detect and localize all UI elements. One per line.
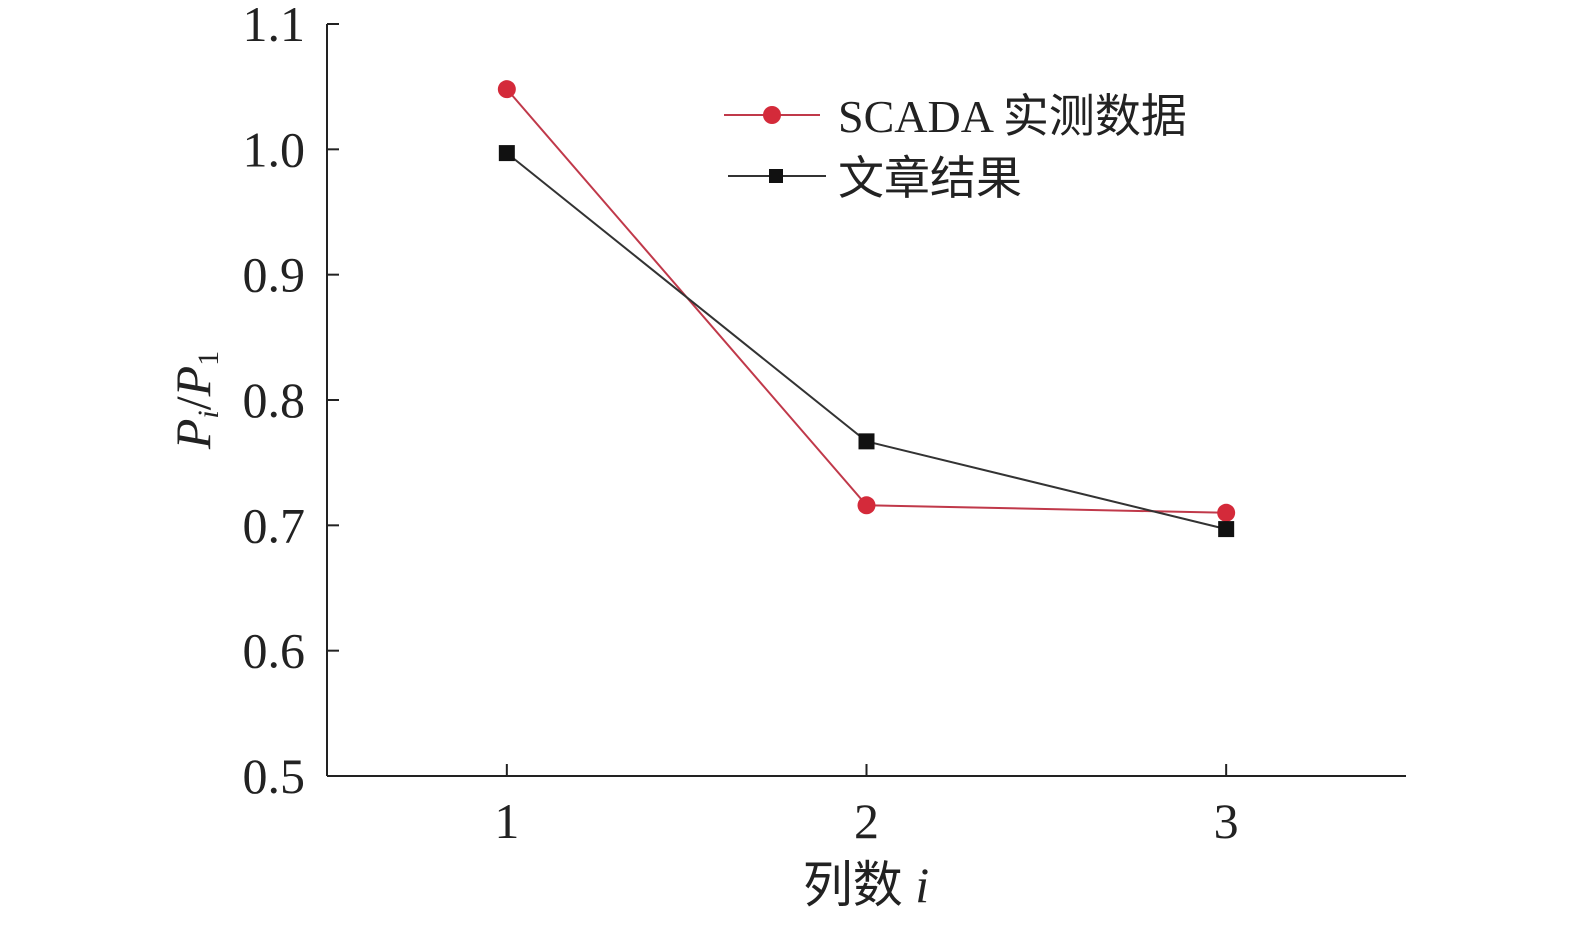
series-1-point-1 <box>858 433 875 450</box>
series-1-point-0 <box>498 145 515 162</box>
y-axis-title-sub-i: i <box>192 410 225 418</box>
x-tick-label-1: 2 <box>854 793 879 849</box>
x-axis-title-text: 列数 <box>803 857 916 913</box>
x-tick-label-0: 1 <box>494 793 519 849</box>
y-axis-title-p: P <box>165 419 221 451</box>
plot-area: 0.5 0.6 0.7 0.8 0.9 1.0 1.1 1 2 3 <box>243 0 1406 849</box>
y-tick-label-2: 0.7 <box>243 497 306 553</box>
series-0-point-2 <box>1217 503 1236 522</box>
series-0-point-0 <box>497 80 516 99</box>
y-tick-label-5: 1.0 <box>243 121 306 177</box>
legend-entry-scada: SCADA 实测数据 <box>724 91 1187 142</box>
legend-marker-article <box>769 169 783 183</box>
y-axis-title: Pi/P1 <box>165 351 225 450</box>
x-tick-label-2: 3 <box>1214 793 1239 849</box>
y-axis-title-slash: / <box>165 396 221 410</box>
x-axis-title-var: i <box>915 857 929 913</box>
y-tick-label-0: 0.5 <box>243 748 306 804</box>
legend-label-scada: SCADA 实测数据 <box>838 91 1187 142</box>
legend-label-article: 文章结果 <box>838 153 1022 204</box>
series-1-point-2 <box>1218 521 1235 538</box>
y-axis-title-p2: P <box>165 366 221 398</box>
y-tick-label-3: 0.8 <box>243 372 306 428</box>
y-tick-label-4: 0.9 <box>243 247 306 303</box>
series-0-point-1 <box>857 496 876 515</box>
legend: SCADA 实测数据 文章结果 <box>724 91 1187 204</box>
y-tick-label-6: 1.1 <box>243 0 306 52</box>
y-axis-title-sub-1: 1 <box>192 351 225 366</box>
legend-entry-article: 文章结果 <box>728 153 1022 204</box>
series-line-1 <box>506 152 1227 531</box>
y-tick-label-1: 0.6 <box>243 623 306 679</box>
x-axis-title: 列数 i <box>803 857 929 913</box>
legend-marker-scada <box>763 106 781 124</box>
